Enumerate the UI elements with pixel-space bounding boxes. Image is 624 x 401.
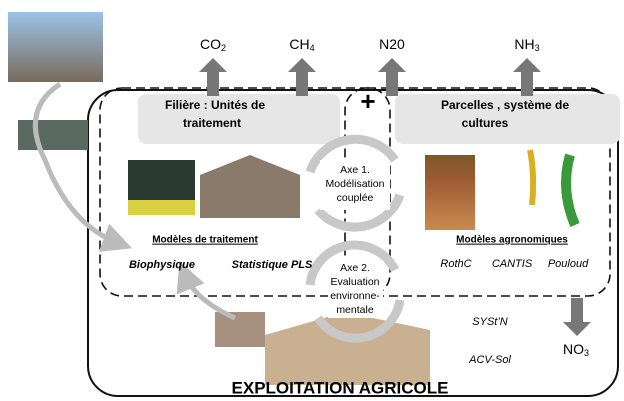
cow-photo [215,312,265,347]
plus: + [360,86,375,116]
models-title: Modèles de traitement [152,235,258,246]
left-title: traitement [183,116,241,130]
gas-label: CO2 [200,36,226,54]
wheat [530,150,533,205]
tool: SYSt’N [472,316,508,328]
gas-label: NH3 [514,36,539,54]
axis2-text: mentale [336,304,374,316]
nitrate-label: NO3 [563,341,589,359]
model: Biophysique [129,259,195,271]
tool: ACV-Sol [468,354,511,366]
farm-label: EXPLOITATION AGRICOLE [232,378,449,397]
city-photo [8,12,103,82]
gas-label: N20 [379,36,405,52]
axis2-text: Axe 2. [340,262,370,274]
plant [566,155,575,225]
axis2-text: Evaluation [330,276,379,288]
barn-photo [265,312,430,385]
digester-ground [128,200,195,215]
model: Statistique PLS [232,259,313,271]
shed-photo [200,155,300,218]
axis2-text: environne- [330,290,380,302]
diagram: CO2 CH4 N20 NH3 NO3 + Filière : Unités d… [0,0,624,401]
model: Pouloud [548,258,589,270]
gas-label: CH4 [289,36,314,54]
right-title: cultures [462,116,509,130]
axis1-text: Axe 1. [340,164,370,176]
model: CANTIS [492,258,533,270]
soil-photo [425,155,475,230]
plant-photo [18,120,88,150]
axis1-text: couplée [337,192,374,204]
model: RothC [440,258,471,270]
axis1-text: Modélisation [326,178,385,190]
right-title: Parcelles , système de [441,98,569,112]
models-title: Modèles agronomiques [456,235,568,246]
left-title: Filière : Unités de [165,98,265,112]
